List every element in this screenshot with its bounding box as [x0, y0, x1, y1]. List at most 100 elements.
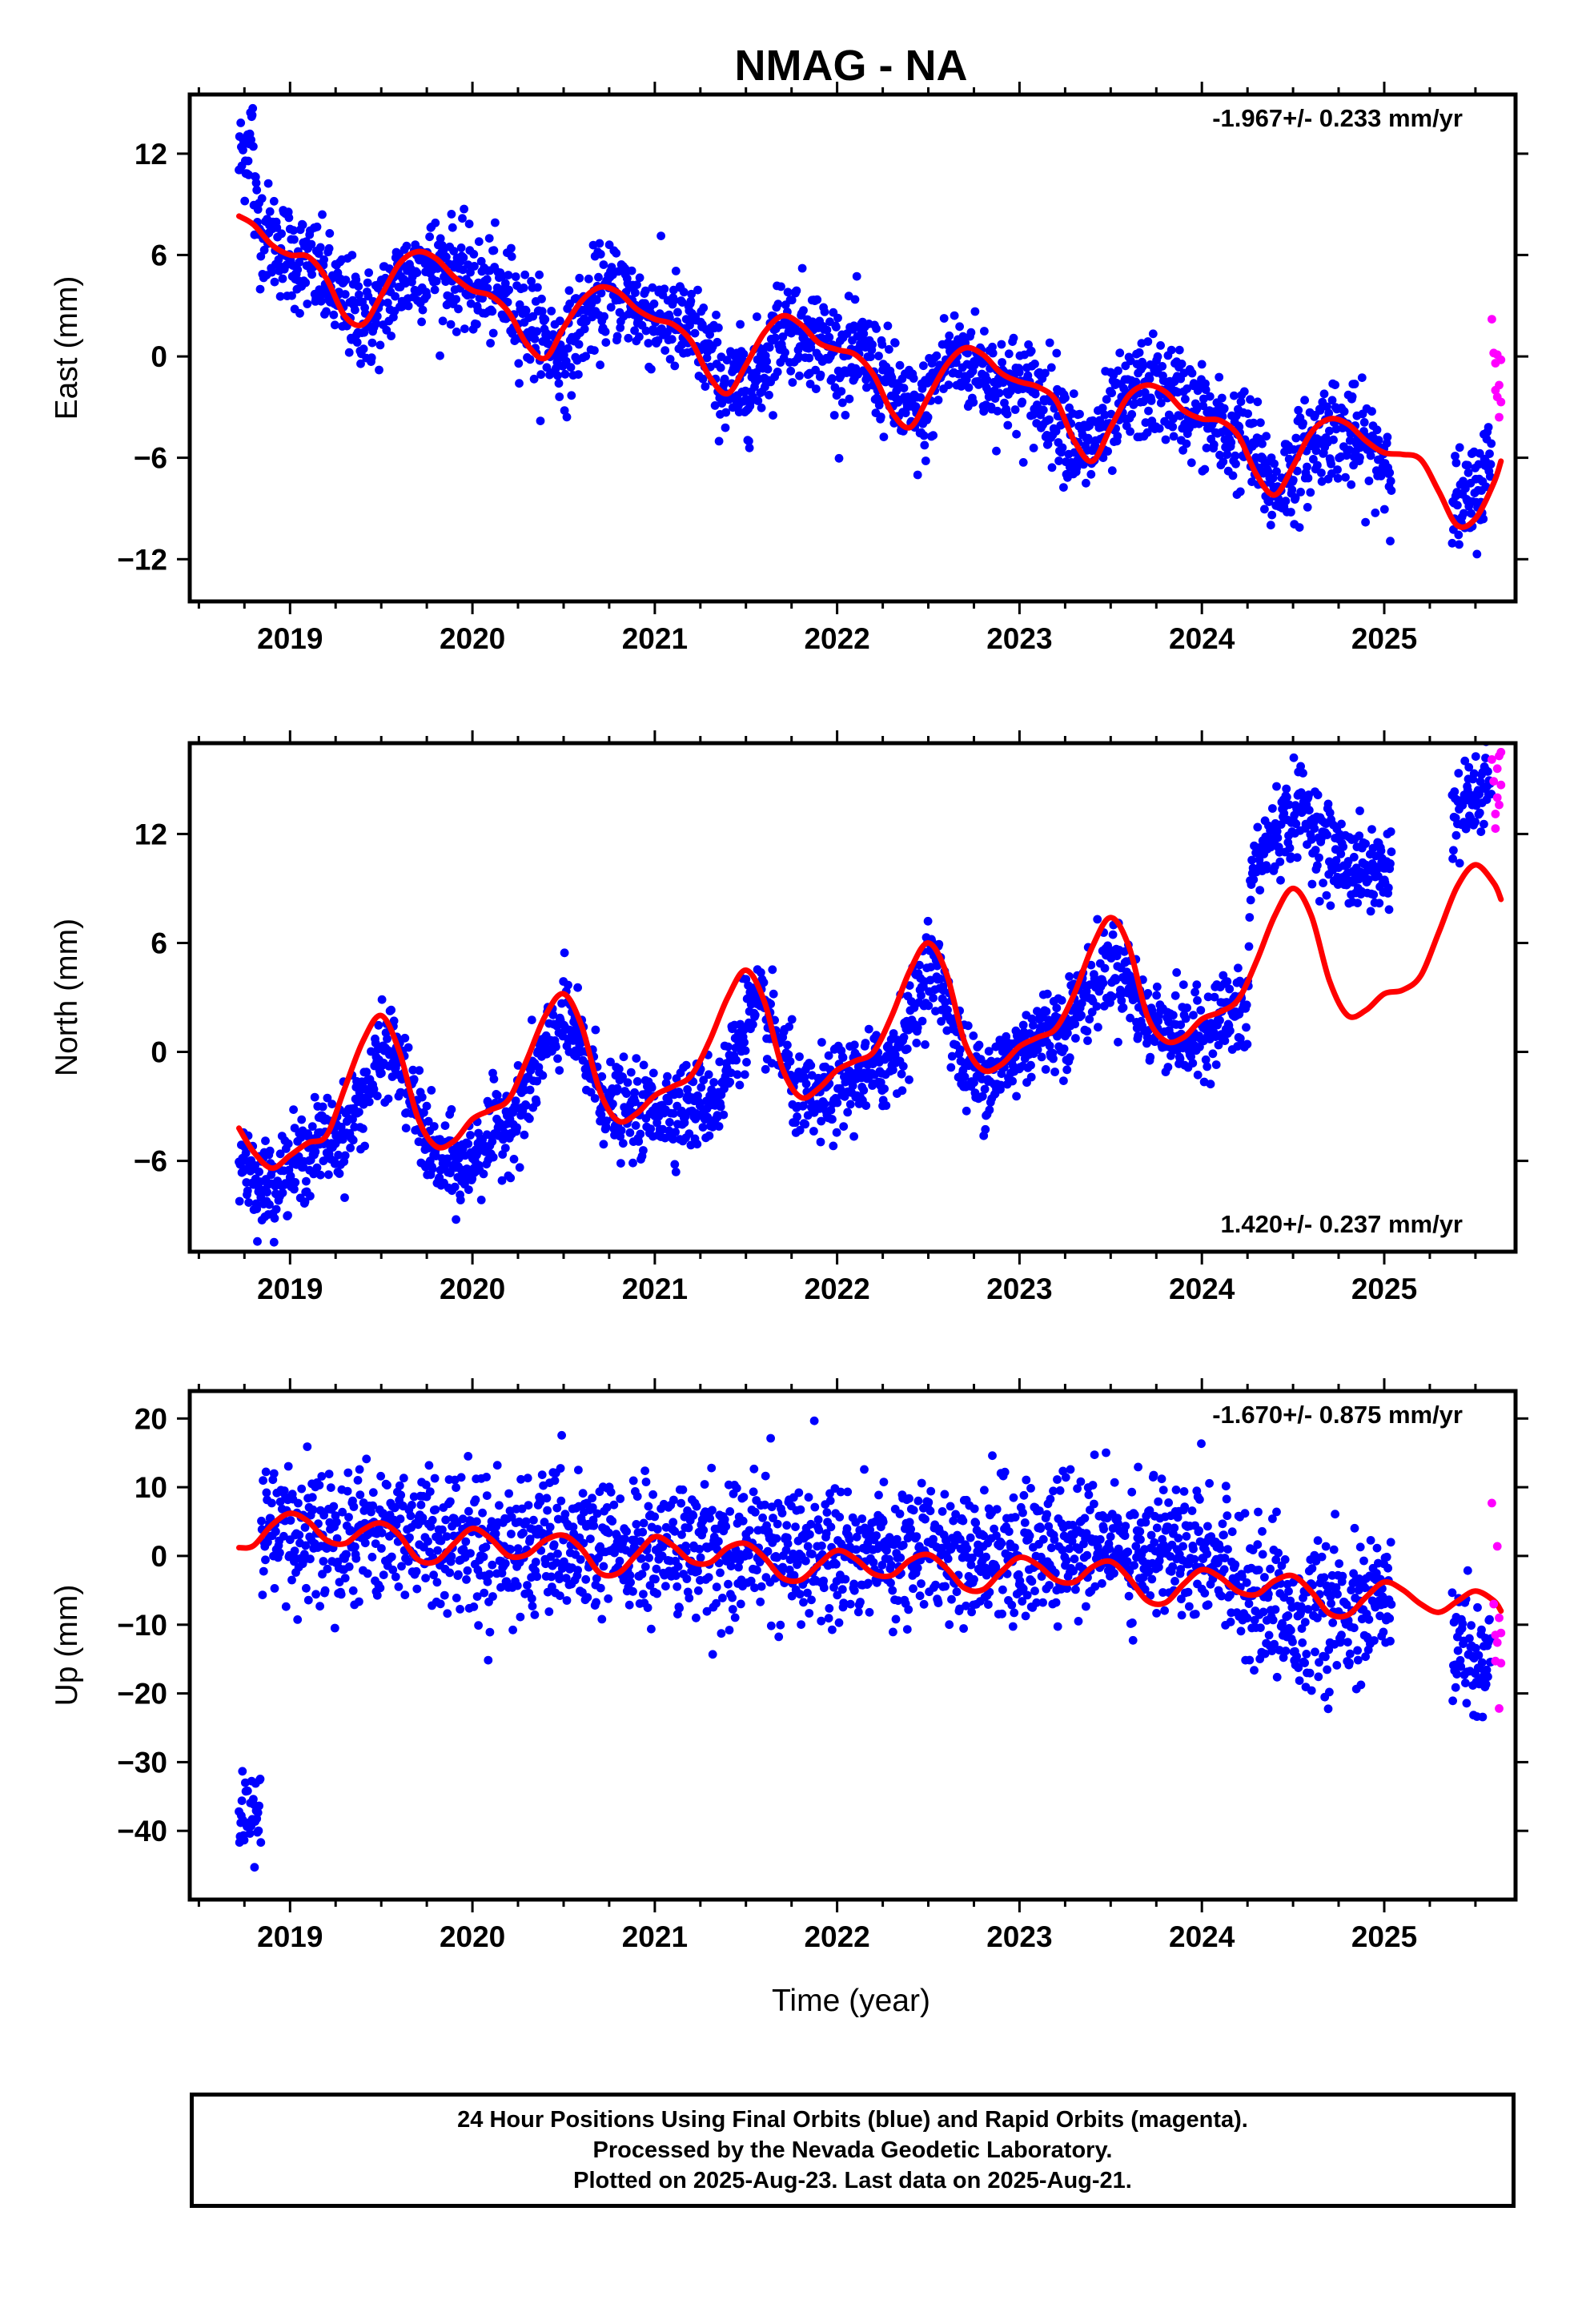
- final-orbit-point: [408, 1501, 416, 1510]
- final-orbit-point: [704, 1070, 713, 1080]
- rapid-orbit-point: [1496, 355, 1506, 364]
- final-orbit-point: [529, 1515, 538, 1525]
- final-orbit-point: [632, 1054, 641, 1063]
- final-orbit-point: [1323, 830, 1331, 839]
- final-orbit-point: [243, 1786, 252, 1795]
- final-orbit-point: [923, 412, 933, 422]
- final-orbit-point: [664, 1096, 673, 1106]
- final-orbit-point: [769, 411, 777, 420]
- final-orbit-point: [832, 1128, 841, 1137]
- final-orbit-point: [540, 1518, 549, 1527]
- final-orbit-point: [387, 1005, 396, 1015]
- final-orbit-point: [687, 289, 696, 299]
- final-orbit-point: [338, 1507, 347, 1517]
- final-orbit-point: [1042, 989, 1052, 999]
- final-orbit-point: [1467, 509, 1476, 518]
- final-orbit-point: [360, 1141, 369, 1151]
- final-orbit-point: [255, 1801, 263, 1811]
- x-tick-label: 2019: [257, 1273, 323, 1305]
- final-orbit-point: [946, 1063, 956, 1072]
- final-orbit-point: [488, 307, 497, 316]
- final-orbit-point: [329, 1502, 339, 1511]
- final-orbit-point: [631, 288, 640, 297]
- final-orbit-point: [693, 285, 702, 295]
- final-orbit-point: [1201, 385, 1211, 395]
- final-orbit-point: [507, 252, 516, 261]
- final-orbit-point: [1153, 352, 1162, 361]
- final-orbit-point: [255, 1775, 265, 1783]
- final-orbit-point: [1177, 360, 1186, 368]
- final-orbit-point: [742, 1058, 751, 1067]
- final-orbit-point: [547, 307, 556, 316]
- final-orbit-point: [1353, 899, 1362, 907]
- rapid-orbit-point: [1488, 315, 1496, 324]
- final-orbit-point: [1009, 333, 1018, 343]
- final-orbit-point: [355, 1597, 363, 1606]
- final-orbit-point: [554, 379, 564, 388]
- final-orbit-point: [324, 1170, 333, 1180]
- final-orbit-point: [1107, 466, 1117, 476]
- final-orbit-point: [421, 1162, 430, 1172]
- final-orbit-point: [741, 1046, 750, 1055]
- final-orbit-point: [589, 1521, 599, 1530]
- final-orbit-point: [765, 390, 773, 400]
- final-orbit-point: [600, 312, 608, 321]
- final-orbit-point: [488, 1592, 497, 1601]
- final-orbit-point: [735, 1080, 745, 1090]
- final-orbit-point: [920, 440, 930, 450]
- final-orbit-point: [476, 256, 486, 266]
- final-orbit-point: [1072, 463, 1082, 472]
- final-orbit-point: [1287, 508, 1295, 517]
- final-orbit-point: [707, 1085, 717, 1095]
- final-orbit-point: [1487, 439, 1496, 448]
- final-orbit-point: [538, 1071, 548, 1080]
- final-orbit-point: [1169, 432, 1178, 441]
- final-orbit-point: [409, 1075, 419, 1084]
- final-orbit-point: [525, 1534, 535, 1544]
- final-orbit-point: [1242, 1023, 1251, 1032]
- final-orbit-point: [866, 352, 875, 361]
- final-orbit-point: [259, 1566, 268, 1576]
- final-orbit-point: [553, 371, 562, 380]
- final-orbit-point: [669, 1135, 678, 1144]
- final-orbit-point: [302, 1583, 311, 1593]
- final-orbit-point: [283, 1462, 293, 1471]
- final-orbit-point: [307, 1122, 317, 1131]
- final-orbit-point: [1012, 429, 1021, 439]
- final-orbit-point: [355, 1490, 365, 1499]
- final-orbit-point: [883, 321, 893, 331]
- final-orbit-point: [584, 274, 593, 283]
- final-orbit-point: [837, 387, 846, 396]
- final-orbit-point: [506, 1173, 516, 1183]
- final-orbit-point: [917, 384, 927, 393]
- final-orbit-point: [1018, 1020, 1028, 1030]
- final-orbit-point: [262, 1488, 271, 1498]
- final-orbit-point: [516, 1474, 525, 1484]
- final-orbit-point: [895, 360, 905, 370]
- final-orbit-point: [702, 353, 712, 363]
- final-orbit-point: [530, 1610, 540, 1619]
- final-orbit-point: [1187, 368, 1197, 378]
- final-orbit-point: [1045, 415, 1054, 424]
- final-orbit-point: [753, 312, 761, 321]
- final-orbit-point: [531, 1558, 540, 1566]
- final-orbit-point: [369, 1084, 379, 1094]
- final-orbit-point: [261, 1555, 270, 1565]
- final-orbit-point: [315, 243, 325, 252]
- final-orbit-point: [1131, 377, 1141, 387]
- final-orbit-point: [540, 315, 550, 324]
- final-orbit-point: [1087, 1007, 1097, 1017]
- final-orbit-point: [1192, 404, 1202, 414]
- final-orbit-point: [354, 282, 363, 291]
- final-orbit-point: [330, 320, 339, 330]
- final-orbit-point: [482, 1473, 491, 1482]
- final-orbit-point: [269, 196, 279, 206]
- final-orbit-point: [849, 321, 858, 331]
- final-orbit-point: [1154, 424, 1164, 433]
- final-orbit-point: [1050, 1068, 1059, 1076]
- final-orbit-point: [616, 1126, 626, 1135]
- final-orbit-point: [736, 320, 745, 329]
- final-orbit-point: [511, 1096, 520, 1105]
- final-orbit-point: [1311, 446, 1321, 456]
- final-orbit-point: [1158, 362, 1167, 371]
